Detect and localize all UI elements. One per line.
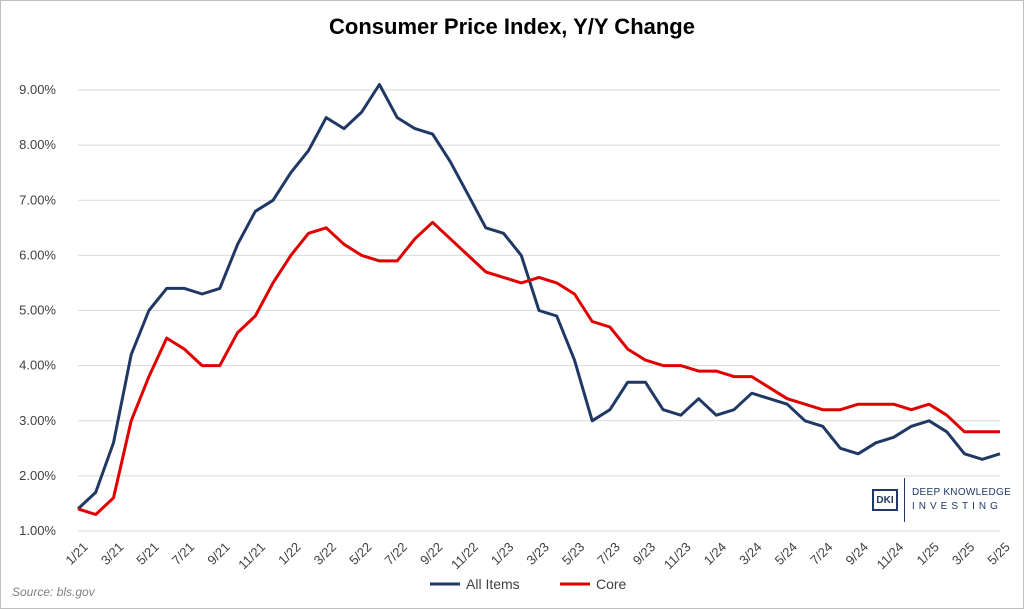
y-tick-label: 8.00% [19,137,56,152]
x-tick-label: 3/24 [736,539,765,568]
x-tick-label: 3/21 [98,539,127,568]
logo-line-2: INVESTING [912,501,1002,512]
legend-label-all-items: All Items [466,576,520,592]
x-axis-tick-labels: 1/21 3/21 5/21 7/21 9/21 11/21 1/22 3/22 5/22 7/2… [62,539,1013,572]
logo-divider [904,478,905,522]
x-tick-label: 1/21 [62,539,91,568]
chart-title: Consumer Price Index, Y/Y Change [329,14,695,39]
x-tick-label: 5/21 [133,539,162,568]
y-tick-label: 1.00% [19,523,56,538]
x-tick-label: 11/23 [661,539,694,572]
x-tick-label: 5/22 [346,539,375,568]
series-line-all-items [76,83,1001,510]
y-tick-label: 2.00% [19,468,56,483]
x-tick-label: 11/22 [448,539,481,572]
x-tick-label: 5/23 [559,539,588,568]
x-tick-label: 11/24 [874,539,907,572]
x-tick-label: 7/22 [382,539,411,568]
x-tick-label: 9/24 [843,539,872,568]
x-tick-label: 5/24 [772,539,801,568]
y-tick-label: 3.00% [19,413,56,428]
data-series [76,83,1001,516]
x-tick-label: 11/21 [235,539,268,572]
x-tick-label: 9/21 [204,539,233,568]
series-line-core [77,220,1000,516]
legend: All Items Core [430,576,627,592]
x-tick-label: 1/24 [701,539,730,568]
dki-logo-mark: DKI [872,489,898,511]
x-tick-label: 1/23 [488,539,517,568]
x-tick-label: 3/23 [523,539,552,568]
logo-text: DEEP KNOWLEDGE INVESTING [912,486,1011,514]
x-tick-label: 7/23 [594,539,623,568]
dki-logo: DKI DEEP KNOWLEDGE INVESTING [872,478,1011,522]
gridlines [78,89,1000,532]
x-tick-label: 3/25 [949,539,978,568]
logo-line-1: DEEP KNOWLEDGE [912,487,1012,498]
y-tick-label: 6.00% [19,247,56,262]
x-tick-label: 7/24 [807,539,836,568]
y-tick-label: 5.00% [19,303,56,318]
source-note: Source: bls.gov [12,585,95,599]
x-tick-label: 1/22 [275,539,304,568]
legend-label-core: Core [596,576,627,592]
x-tick-label: 5/25 [984,539,1013,568]
x-tick-label: 3/22 [311,539,340,568]
y-axis-tick-labels: 1.00% 2.00% 3.00% 4.00% 5.00% 6.00% 7.00% 8.00%… [19,82,56,538]
x-tick-label: 1/25 [913,539,942,568]
y-tick-label: 7.00% [19,192,56,207]
x-tick-label: 9/23 [630,539,659,568]
x-tick-label: 7/21 [169,539,198,568]
x-tick-label: 9/22 [417,539,446,568]
y-tick-label: 4.00% [19,358,56,373]
y-tick-label: 9.00% [19,82,56,97]
